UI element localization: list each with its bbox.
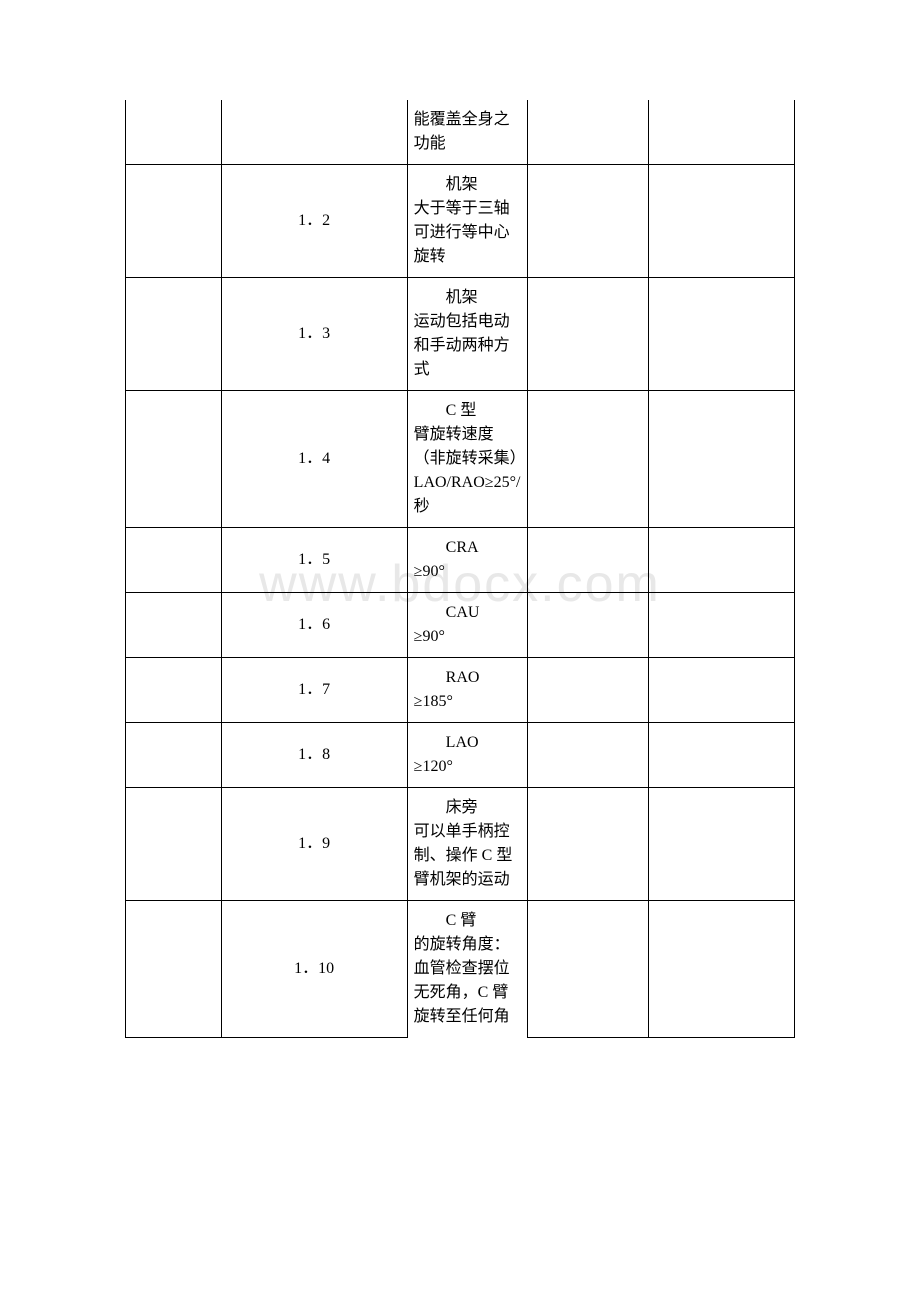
cell-col5	[649, 593, 795, 658]
cell-text: 运动包括电动和手动两种方式	[414, 310, 522, 382]
cell-col3: 机架 大于等于三轴可进行等中心旋转	[407, 165, 528, 278]
cell-col5	[649, 901, 795, 1038]
cell-text: ≥90°	[414, 625, 522, 649]
cell-col4	[528, 788, 649, 901]
table-row: 1．10 C 臂 的旋转角度：血管检查摆位无死角，C 臂旋转至任何角	[126, 901, 795, 1038]
cell-col3: C 型 臂旋转速度（非旋转采集）LAO/RAO≥25°/秒	[407, 391, 528, 528]
cell-text: ≥90°	[414, 560, 522, 584]
cell-col3: CAU ≥90°	[407, 593, 528, 658]
cell-col3: LAO ≥120°	[407, 723, 528, 788]
cell-col2: 1．6	[221, 593, 407, 658]
cell-col4	[528, 593, 649, 658]
cell-col3: 机架 运动包括电动和手动两种方式	[407, 278, 528, 391]
cell-first-line: 机架	[414, 286, 522, 310]
cell-col3: CRA ≥90°	[407, 528, 528, 593]
cell-col4	[528, 278, 649, 391]
cell-text: 能覆盖全身之功能	[414, 108, 522, 156]
cell-col2: 1．8	[221, 723, 407, 788]
cell-col2: 1．10	[221, 901, 407, 1038]
cell-col3: C 臂 的旋转角度：血管检查摆位无死角，C 臂旋转至任何角	[407, 901, 528, 1038]
cell-col2: 1．9	[221, 788, 407, 901]
cell-col1	[126, 165, 222, 278]
cell-col4	[528, 723, 649, 788]
cell-first-line: LAO	[414, 731, 522, 755]
cell-col3: 床旁 可以单手柄控制、操作 C 型臂机架的运动	[407, 788, 528, 901]
cell-first-line: 床旁	[414, 796, 522, 820]
table-row: 1．7 RAO ≥185°	[126, 658, 795, 723]
cell-col5	[649, 278, 795, 391]
cell-col4	[528, 901, 649, 1038]
cell-text: 臂旋转速度（非旋转采集）LAO/RAO≥25°/秒	[414, 423, 522, 519]
cell-col5	[649, 658, 795, 723]
cell-col4	[528, 658, 649, 723]
table-row: 1．3 机架 运动包括电动和手动两种方式	[126, 278, 795, 391]
cell-col5	[649, 528, 795, 593]
cell-col2: 1．7	[221, 658, 407, 723]
cell-col4	[528, 528, 649, 593]
cell-col1	[126, 278, 222, 391]
cell-col3: 能覆盖全身之功能	[407, 100, 528, 165]
cell-col1	[126, 100, 222, 165]
cell-col1	[126, 391, 222, 528]
table-row: 1．9 床旁 可以单手柄控制、操作 C 型臂机架的运动	[126, 788, 795, 901]
cell-text: ≥120°	[414, 755, 522, 779]
cell-text: 可以单手柄控制、操作 C 型臂机架的运动	[414, 820, 522, 892]
table-row: 能覆盖全身之功能	[126, 100, 795, 165]
cell-text: ≥185°	[414, 690, 522, 714]
table-row: 1．8 LAO ≥120°	[126, 723, 795, 788]
cell-text: 的旋转角度：血管检查摆位无死角，C 臂旋转至任何角	[414, 933, 522, 1029]
cell-col2: 1．5	[221, 528, 407, 593]
table-row: 1．2 机架 大于等于三轴可进行等中心旋转	[126, 165, 795, 278]
cell-first-line: C 臂	[414, 909, 522, 933]
cell-col1	[126, 658, 222, 723]
cell-first-line: 机架	[414, 173, 522, 197]
cell-col2	[221, 100, 407, 165]
cell-col2: 1．2	[221, 165, 407, 278]
cell-first-line: C 型	[414, 399, 522, 423]
cell-text: 大于等于三轴可进行等中心旋转	[414, 197, 522, 269]
spec-table: 能覆盖全身之功能 1．2 机架 大于等于三轴可进行等中心旋转 1．3 机架 运动…	[125, 100, 795, 1038]
cell-col1	[126, 528, 222, 593]
cell-col5	[649, 723, 795, 788]
cell-col1	[126, 901, 222, 1038]
cell-col5	[649, 100, 795, 165]
cell-col4	[528, 100, 649, 165]
cell-col5	[649, 391, 795, 528]
cell-col2: 1．4	[221, 391, 407, 528]
cell-col4	[528, 391, 649, 528]
table-row: 1．4 C 型 臂旋转速度（非旋转采集）LAO/RAO≥25°/秒	[126, 391, 795, 528]
cell-col4	[528, 165, 649, 278]
cell-col2: 1．3	[221, 278, 407, 391]
cell-col5	[649, 165, 795, 278]
cell-col1	[126, 723, 222, 788]
table-row: 1．6 CAU ≥90°	[126, 593, 795, 658]
cell-col1	[126, 593, 222, 658]
cell-col1	[126, 788, 222, 901]
table-body: 能覆盖全身之功能 1．2 机架 大于等于三轴可进行等中心旋转 1．3 机架 运动…	[126, 100, 795, 1037]
cell-first-line: RAO	[414, 666, 522, 690]
table-row: 1．5 CRA ≥90°	[126, 528, 795, 593]
cell-col5	[649, 788, 795, 901]
cell-first-line: CRA	[414, 536, 522, 560]
cell-first-line: CAU	[414, 601, 522, 625]
cell-col3: RAO ≥185°	[407, 658, 528, 723]
